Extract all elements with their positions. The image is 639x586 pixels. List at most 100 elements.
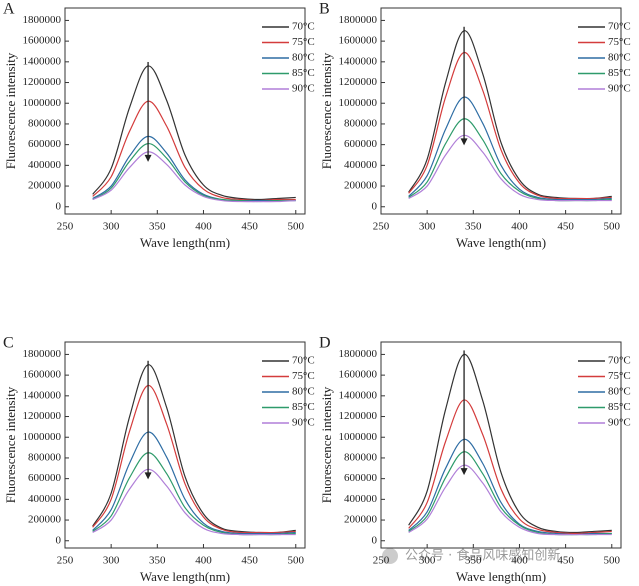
legend-text: 75°C bbox=[292, 370, 315, 382]
y-tick-label: 1200000 bbox=[23, 76, 62, 88]
y-tick-label: 1600000 bbox=[339, 369, 378, 381]
legend-text: 90°C bbox=[292, 417, 315, 429]
series-line bbox=[408, 353, 612, 534]
x-tick-label: 350 bbox=[149, 555, 166, 567]
y-tick-label: 600000 bbox=[28, 138, 62, 150]
y-tick-label: 800000 bbox=[344, 117, 378, 129]
y-tick-label: 1400000 bbox=[339, 389, 378, 401]
panel-label: B bbox=[319, 1, 330, 18]
y-tick-label: 800000 bbox=[28, 117, 62, 129]
x-tick-label: 250 bbox=[373, 555, 390, 567]
x-axis-label: Wave length(nm) bbox=[456, 235, 546, 250]
y-tick-label: 400000 bbox=[28, 493, 62, 505]
legend-text: 80°C bbox=[292, 52, 315, 64]
x-axis-label: Wave length(nm) bbox=[456, 569, 546, 584]
y-tick-label: 600000 bbox=[28, 472, 62, 484]
series-line bbox=[92, 384, 296, 534]
plot-frame bbox=[380, 7, 622, 215]
y-axis-label: Fluorescence intensity bbox=[3, 386, 18, 503]
plot-frame bbox=[64, 7, 306, 215]
series-line bbox=[92, 364, 296, 534]
arrow-head bbox=[144, 154, 152, 162]
x-tick-label: 300 bbox=[419, 221, 436, 233]
y-tick-label: 0 bbox=[56, 534, 62, 546]
legend-text: 75°C bbox=[292, 36, 315, 48]
y-tick-label: 1200000 bbox=[339, 410, 378, 422]
x-tick-label: 500 bbox=[604, 555, 621, 567]
panel: B 0 200000 400000 600000 800000 1000000 1200000… bbox=[319, 1, 631, 250]
y-tick-label: 800000 bbox=[28, 451, 62, 463]
series-line bbox=[92, 151, 296, 203]
series-line bbox=[92, 431, 296, 535]
x-tick-label: 400 bbox=[511, 221, 528, 233]
legend-text: 75°C bbox=[608, 36, 631, 48]
x-tick-label: 300 bbox=[103, 555, 120, 567]
x-tick-label: 500 bbox=[288, 555, 305, 567]
series-line bbox=[408, 399, 612, 535]
x-tick-label: 250 bbox=[57, 555, 74, 567]
x-axis-label: Wave length(nm) bbox=[140, 235, 230, 250]
x-axis-label: Wave length(nm) bbox=[140, 569, 230, 584]
y-tick-label: 1400000 bbox=[23, 389, 62, 401]
plot-frame bbox=[380, 341, 622, 549]
y-tick-label: 1000000 bbox=[23, 431, 62, 443]
y-tick-label: 200000 bbox=[344, 514, 378, 526]
x-tick-label: 250 bbox=[57, 221, 74, 233]
y-tick-label: 1800000 bbox=[339, 348, 378, 360]
y-tick-label: 1200000 bbox=[339, 76, 378, 88]
series-line bbox=[92, 65, 296, 201]
x-tick-label: 400 bbox=[511, 555, 528, 567]
y-tick-label: 1400000 bbox=[339, 55, 378, 67]
series-line bbox=[408, 464, 612, 536]
y-tick-label: 1000000 bbox=[23, 97, 62, 109]
x-tick-label: 300 bbox=[103, 221, 120, 233]
x-tick-label: 400 bbox=[195, 221, 212, 233]
watermark: 公众号 · 食品风味感知创新 bbox=[405, 548, 560, 564]
x-tick-label: 300 bbox=[419, 555, 436, 567]
x-tick-label: 450 bbox=[241, 221, 258, 233]
y-axis-label: Fluorescence intensity bbox=[3, 52, 18, 169]
watermark-icon bbox=[382, 548, 398, 564]
y-tick-label: 200000 bbox=[28, 180, 62, 192]
y-tick-label: 1600000 bbox=[23, 35, 62, 47]
legend-text: 70°C bbox=[608, 355, 631, 367]
legend-text: 70°C bbox=[608, 21, 631, 33]
y-tick-label: 1000000 bbox=[339, 431, 378, 443]
y-tick-label: 0 bbox=[56, 200, 62, 212]
legend-text: 75°C bbox=[608, 370, 631, 382]
y-tick-label: 0 bbox=[372, 534, 378, 546]
legend-text: 85°C bbox=[292, 401, 315, 413]
legend-text: 80°C bbox=[608, 52, 631, 64]
y-tick-label: 1800000 bbox=[23, 348, 62, 360]
x-tick-label: 500 bbox=[604, 221, 621, 233]
panel: C 0 200000 400000 600000 800000 1000000 1200000… bbox=[3, 335, 315, 584]
y-axis-label: Fluorescence intensity bbox=[319, 386, 334, 503]
x-tick-label: 250 bbox=[373, 221, 390, 233]
panel: A 0 200000 400000 600000 800000 1000000 1200000… bbox=[3, 1, 315, 250]
y-tick-label: 1400000 bbox=[23, 55, 62, 67]
legend-text: 85°C bbox=[292, 67, 315, 79]
x-tick-label: 350 bbox=[465, 555, 482, 567]
panel-label: C bbox=[3, 335, 14, 352]
legend-text: 80°C bbox=[608, 386, 631, 398]
series-line bbox=[408, 30, 612, 200]
y-tick-label: 600000 bbox=[344, 138, 378, 150]
legend-text: 80°C bbox=[292, 386, 315, 398]
legend-text: 85°C bbox=[608, 67, 631, 79]
panel-label: D bbox=[319, 335, 331, 352]
y-tick-label: 600000 bbox=[344, 472, 378, 484]
y-tick-label: 400000 bbox=[344, 159, 378, 171]
y-tick-label: 1800000 bbox=[339, 14, 378, 26]
x-tick-label: 500 bbox=[288, 221, 305, 233]
legend-text: 90°C bbox=[608, 417, 631, 429]
x-tick-label: 350 bbox=[465, 221, 482, 233]
series-line bbox=[408, 51, 612, 200]
arrow-head bbox=[144, 472, 152, 480]
series-line bbox=[92, 468, 296, 536]
series-line bbox=[92, 135, 296, 202]
y-tick-label: 200000 bbox=[344, 180, 378, 192]
arrow-head bbox=[460, 138, 468, 146]
legend-text: 70°C bbox=[292, 21, 315, 33]
y-tick-label: 400000 bbox=[28, 159, 62, 171]
